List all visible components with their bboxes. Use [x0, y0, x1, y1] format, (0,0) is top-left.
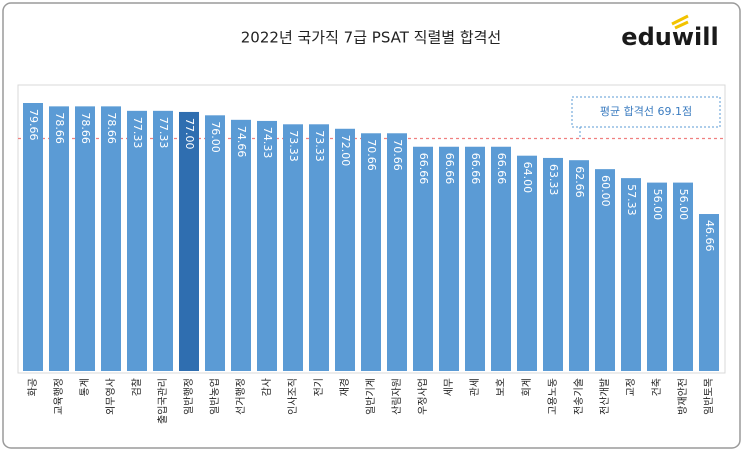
value-label: 57.33 — [625, 184, 638, 216]
bar — [75, 106, 95, 372]
value-label: 66.66 — [443, 153, 456, 185]
bar — [439, 146, 459, 371]
bar — [647, 182, 667, 371]
x-tick-label: 산림자원 — [391, 378, 403, 415]
x-tick-label: 재경 — [338, 378, 351, 396]
bar — [699, 214, 719, 371]
value-label: 70.66 — [365, 139, 378, 171]
bar — [205, 115, 225, 372]
x-tick-label: 화공 — [27, 378, 39, 396]
x-tick-label: 방재안전 — [677, 378, 689, 415]
bar — [595, 169, 615, 371]
x-tick-label: 관세 — [469, 378, 481, 396]
x-tick-label: 전산개발 — [599, 378, 611, 415]
plot-area — [17, 84, 726, 374]
x-tick-label: 선거행정 — [235, 378, 247, 415]
bar — [127, 110, 147, 372]
value-label: 56.00 — [677, 189, 690, 221]
bar — [387, 133, 407, 371]
x-tick-label: 인사조직 — [287, 378, 299, 415]
x-tick-label: 감사 — [261, 378, 273, 396]
x-tick-label: 외무영사 — [105, 378, 117, 415]
average-label: 평균 합격선 69.1점 — [600, 105, 692, 118]
x-tick-label: 교육행정 — [53, 378, 65, 415]
value-label: 78.66 — [53, 112, 66, 143]
value-label: 78.66 — [79, 112, 92, 143]
x-tick-label: 전송기술 — [573, 378, 585, 415]
bar — [621, 178, 641, 371]
value-label: 66.66 — [417, 153, 430, 185]
value-label: 64.00 — [521, 162, 534, 194]
x-tick-label: 우정사업 — [416, 378, 429, 415]
x-tick-label: 통계 — [79, 378, 91, 396]
value-label: 73.33 — [313, 130, 326, 162]
bar — [153, 110, 173, 372]
bar — [517, 155, 537, 371]
bar — [309, 124, 329, 371]
bar — [231, 119, 251, 371]
value-label: 74.33 — [261, 127, 274, 158]
value-label: 56.00 — [651, 189, 664, 221]
bar — [361, 133, 381, 371]
bar — [179, 111, 199, 371]
value-label: 72.00 — [339, 135, 352, 167]
bar — [23, 103, 43, 371]
x-tick-label: 보호 — [495, 378, 507, 396]
value-label: 60.00 — [599, 175, 612, 207]
bar — [283, 124, 303, 371]
value-label: 73.33 — [287, 130, 300, 162]
bar — [413, 146, 433, 371]
logo: eduwill — [621, 23, 718, 51]
value-label: 77.00 — [183, 118, 196, 150]
value-label: 76.00 — [209, 121, 222, 152]
x-tick-label: 회계 — [521, 378, 533, 396]
bar — [257, 120, 277, 372]
x-tick-label: 세무 — [443, 378, 455, 396]
value-label: 66.66 — [469, 153, 482, 185]
x-tick-label: 교정 — [625, 378, 637, 396]
x-tick-label: 검찰 — [131, 378, 143, 396]
value-label: 62.66 — [573, 166, 586, 198]
chart-title: 2022년 국가직 7급 PSAT 직렬별 합격선 — [241, 29, 501, 47]
value-label: 77.33 — [157, 117, 170, 148]
x-tick-label: 고용노동 — [547, 378, 559, 415]
x-tick-label: 일반농업 — [208, 378, 221, 415]
annotation-box — [571, 96, 721, 128]
value-label: 46.66 — [703, 220, 716, 252]
bar — [673, 182, 693, 371]
x-tick-label: 전기 — [313, 378, 325, 396]
value-label: 63.33 — [547, 164, 560, 196]
bar — [569, 160, 589, 371]
value-label: 66.66 — [495, 153, 508, 185]
bar — [49, 106, 69, 372]
x-tick-label: 출입국관리 — [156, 378, 169, 424]
bar — [491, 146, 511, 371]
x-tick-label: 건축 — [651, 378, 663, 396]
bar — [465, 146, 485, 371]
value-label: 74.66 — [235, 126, 248, 158]
value-label: 79.66 — [27, 109, 40, 141]
value-label: 70.66 — [391, 139, 404, 171]
x-tick-label: 일반행정 — [183, 378, 195, 415]
logo-mark — [671, 14, 689, 30]
value-label: 77.33 — [131, 117, 144, 148]
x-tick-label: 일반토목 — [703, 378, 715, 415]
bar — [335, 128, 355, 371]
bar — [101, 106, 121, 372]
bar — [543, 157, 563, 371]
value-label: 78.66 — [105, 112, 118, 143]
x-tick-label: 일반기계 — [365, 378, 377, 415]
